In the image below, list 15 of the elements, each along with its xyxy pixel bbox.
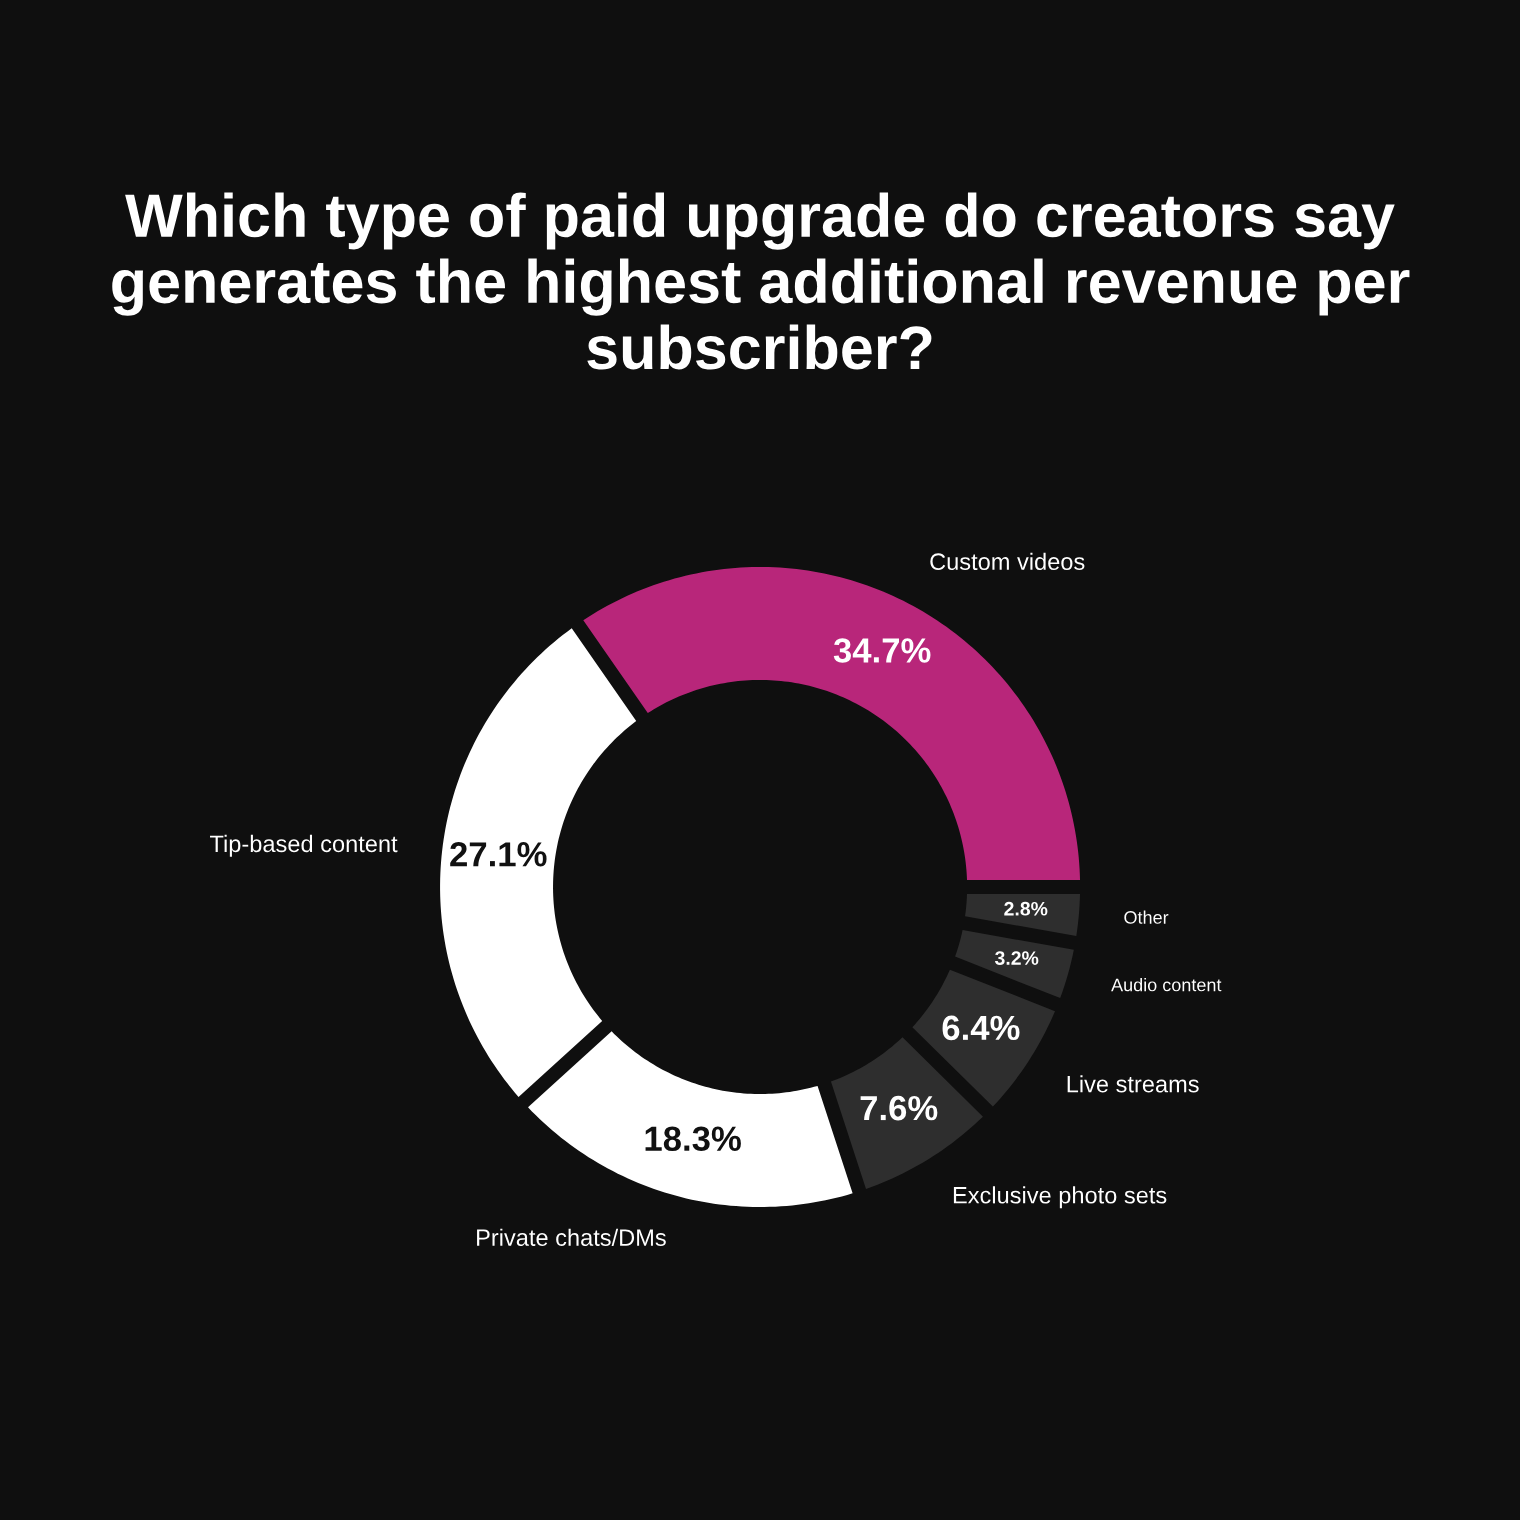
slice-label: Exclusive photo sets <box>953 1186 1167 1209</box>
data-label: 27.1% <box>450 842 547 867</box>
data-label: 7.6% <box>860 1095 938 1121</box>
data-label: 34.7% <box>833 638 931 663</box>
data-label: 6.4% <box>942 1015 1020 1041</box>
slice-label: Tip-based content <box>210 834 398 857</box>
slice-label: Custom videos <box>930 552 1085 571</box>
slice-label: Private chats/DMs <box>477 1228 666 1246</box>
data-label: 2.8% <box>1004 901 1048 916</box>
data-label: 18.3% <box>645 1126 741 1152</box>
chart-title: Which type of paid upgrade do creators say generates the highest additional revenue per subscriber? <box>112 192 1410 370</box>
slice-label: Audio content <box>1111 978 1222 992</box>
slice-label: Live streams <box>1067 1075 1199 1093</box>
slice-label: Other <box>1124 910 1169 924</box>
data-label: 3.2% <box>994 951 1039 965</box>
